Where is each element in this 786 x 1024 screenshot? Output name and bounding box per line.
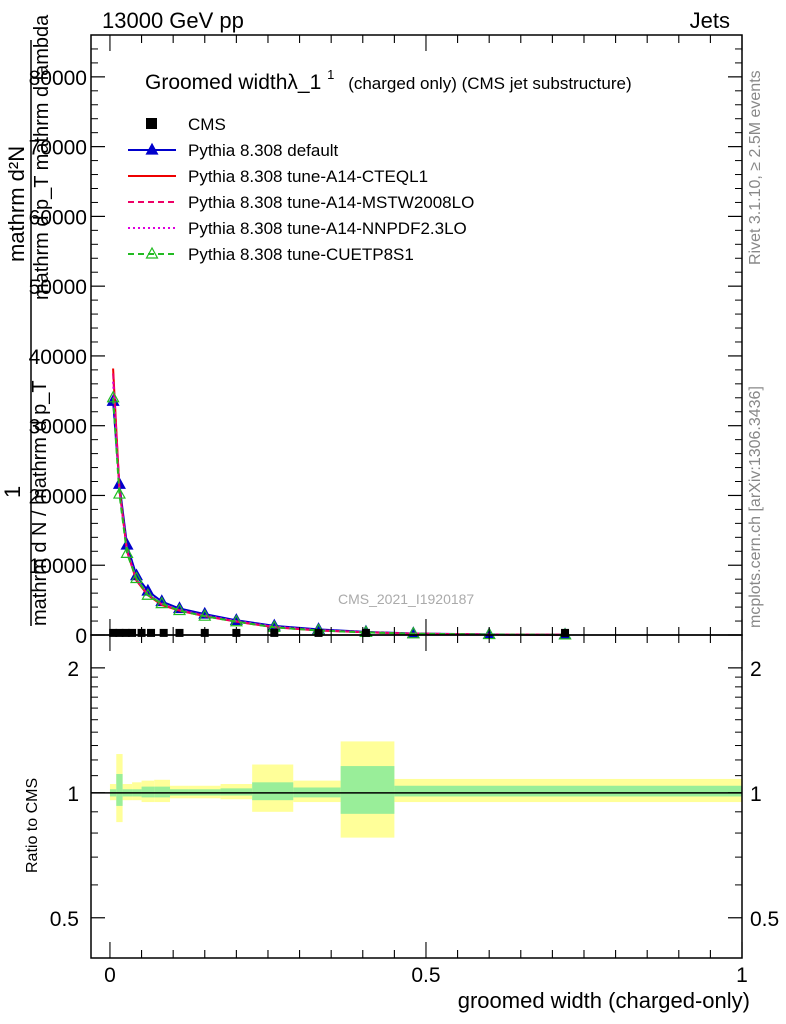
ylabel-frac-den: mathrm d N / mathrm d p_T	[29, 380, 51, 626]
xtick-label-1: 0.5	[411, 964, 440, 987]
series-5-point-2	[120, 546, 134, 558]
series-5-point-12	[406, 626, 420, 639]
xtick-label-2: 1	[736, 964, 748, 987]
legend-label-4: Pythia 8.308 tune-A14-NNPDF2.3LO	[188, 219, 467, 238]
legend-label-2: Pythia 8.308 tune-A14-CTEQL1	[188, 167, 428, 186]
legend-marker-1	[145, 142, 159, 155]
series-5-point-5	[155, 596, 169, 609]
legend-label-3: Pythia 8.308 tune-A14-MSTW2008LO	[188, 193, 474, 212]
cms-point-1	[115, 628, 124, 637]
legend-label-5: Pythia 8.308 tune-CUETP8S1	[188, 245, 414, 264]
ytick-label-4: 40000	[29, 346, 87, 369]
legend-entry-4: Pythia 8.308 tune-A14-NNPDF2.3LO	[128, 219, 467, 238]
cms-point-7	[175, 628, 184, 637]
cms-point-2	[121, 628, 130, 637]
header-left: 13000 GeV pp	[102, 8, 244, 33]
xlabel: groomed width (charged-only)	[458, 988, 750, 1013]
cms-point-12	[361, 628, 370, 637]
ytick-label-8: 80000	[29, 67, 87, 90]
series-5-point-6	[172, 603, 187, 616]
ratio-stat-band-8	[220, 788, 253, 796]
xtick-label-0: 0	[104, 964, 116, 987]
ratio-stat-band-4	[141, 786, 155, 798]
series-5-point-8	[229, 614, 243, 627]
legend-marker-0	[146, 118, 157, 129]
ratio-stat-band-11	[340, 766, 395, 814]
ytick-label-3: 30000	[29, 416, 87, 439]
ylabel-main-den: mathrm d p_T mathrm d lambda	[31, 14, 53, 300]
chart-title-main: Groomed widthλ_1	[145, 71, 321, 94]
header-right: Jets	[689, 8, 730, 33]
ratio-ytick-label-left-1: 1	[67, 783, 79, 806]
legend-entry-1: Pythia 8.308 default	[128, 141, 339, 160]
chart-title-suffix: (charged only) (CMS jet substructure)	[348, 74, 631, 93]
analysis-watermark: CMS_2021_I1920187	[338, 591, 474, 607]
cms-point-0	[109, 628, 118, 637]
chart-title: Groomed widthλ_1 1 (charged only) (CMS j…	[145, 61, 632, 94]
main-ylabel: 1 mathrm d²N mathrm d p_T mathrm d lambd…	[0, 14, 53, 626]
ratio-stat-band-12	[394, 785, 742, 797]
series-5-point-3	[129, 571, 144, 584]
series-5-point-4	[141, 587, 155, 600]
ratio-stat-band-1	[116, 774, 123, 806]
cms-point-11	[314, 628, 323, 637]
legend-label-0: CMS	[188, 115, 226, 134]
mcplots-label: mcplots.cern.ch [arXiv:1306.3436]	[747, 386, 764, 628]
ratio-stat-band-9	[252, 782, 294, 801]
ratio-stat-band-5	[154, 786, 171, 798]
series-5-point-1	[112, 486, 126, 499]
cms-point-6	[159, 628, 168, 637]
ratio-ytick-label-right-0: 0.5	[750, 908, 779, 931]
ylabel-main-num: mathrm d²N	[4, 146, 29, 262]
ytick-label-5: 50000	[29, 276, 87, 299]
ytick-label-1: 10000	[29, 555, 87, 578]
ratio-ytick-label-left-2: 2	[67, 658, 79, 681]
cms-point-13	[561, 628, 570, 637]
ratio-panel-frame	[90, 634, 743, 959]
chart-title-sup: 1	[327, 67, 334, 82]
series-line-5	[112, 397, 566, 636]
ratio-ylabel: Ratio to CMS	[24, 778, 41, 873]
ratio-ytick-label-left-0: 0.5	[50, 908, 79, 931]
rivet-label: Rivet 3.1.10, ≥ 2.5M events	[747, 70, 764, 265]
cms-point-5	[147, 628, 156, 637]
legend-label-1: Pythia 8.308 default	[188, 141, 339, 160]
legend: CMS Pythia 8.308 default Pythia 8.308 tune…	[128, 115, 474, 264]
ratio-ytick-label-right-1: 1	[750, 783, 762, 806]
ytick-label-7: 70000	[29, 137, 87, 160]
cms-point-3	[128, 628, 137, 637]
legend-entry-2: Pythia 8.308 tune-A14-CTEQL1	[128, 167, 428, 186]
series-5-point-0	[106, 390, 120, 403]
legend-marker-5	[145, 246, 159, 259]
cms-point-10	[270, 628, 279, 637]
ylabel-frac-num: 1	[0, 486, 25, 498]
legend-entry-0: CMS	[146, 115, 226, 134]
legend-entry-3: Pythia 8.308 tune-A14-MSTW2008LO	[128, 193, 474, 212]
ratio-ytick-label-right-2: 2	[750, 658, 762, 681]
series-5-point-7	[198, 608, 212, 621]
legend-entry-5: Pythia 8.308 tune-CUETP8S1	[128, 245, 414, 264]
series-line-3	[112, 373, 566, 636]
ytick-label-0: 0	[75, 625, 87, 648]
ytick-label-2: 20000	[29, 485, 87, 508]
ytick-label-6: 60000	[29, 206, 87, 229]
